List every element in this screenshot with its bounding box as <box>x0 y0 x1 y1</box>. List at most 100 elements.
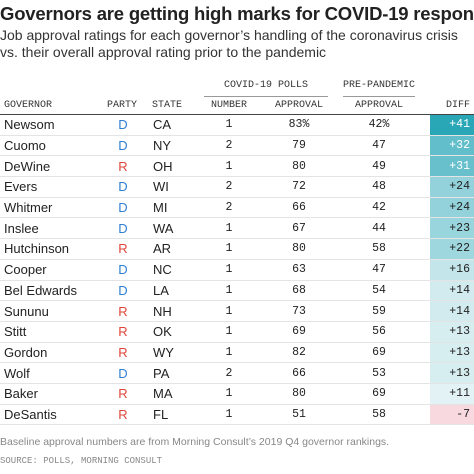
table-body: Newsom D CA 1 83% 42% +41 Cuomo D NY 2 7… <box>0 115 474 426</box>
state-code: PA <box>153 365 170 381</box>
governor-name: Bel Edwards <box>4 282 77 298</box>
poll-count: 1 <box>225 387 233 401</box>
party-label: D <box>118 262 128 278</box>
state-code: OH <box>153 158 173 174</box>
pre-pandemic-approval: 48 <box>372 180 386 194</box>
poll-count: 1 <box>225 263 233 277</box>
approval-diff: +32 <box>430 135 474 156</box>
pre-pandemic-group-header: PRE-PANDEMIC <box>343 80 416 91</box>
pre-pandemic-approval: 53 <box>372 366 386 380</box>
pre-pandemic-approval: 58 <box>372 242 386 256</box>
approval-diff: +13 <box>430 342 474 363</box>
governor-name: Whitmer <box>4 200 53 216</box>
pre-pandemic-approval: 49 <box>372 159 386 173</box>
covid-approval: 80 <box>292 242 306 256</box>
approval-diff: +22 <box>430 239 474 259</box>
state-code: CA <box>153 117 172 133</box>
table-row: Bel Edwards D LA 1 68 54 +14 <box>0 280 474 302</box>
party-label: R <box>118 303 128 319</box>
covid-approval: 80 <box>292 159 306 173</box>
table-row: Stitt R OK 1 69 56 +13 <box>0 321 474 343</box>
covid-approval: 67 <box>292 221 306 235</box>
column-header-number: NUMBER <box>210 100 247 111</box>
state-code: MI <box>153 200 168 216</box>
covid-approval: 66 <box>292 201 306 215</box>
state-code: OK <box>153 324 172 340</box>
table-row: Gordon R WY 1 82 69 +13 <box>0 342 474 364</box>
party-label: R <box>118 241 128 257</box>
state-code: MA <box>153 386 173 402</box>
table-row: Cuomo D NY 2 79 47 +32 <box>0 135 474 157</box>
state-code: FL <box>153 406 169 422</box>
approval-diff: +13 <box>430 321 474 342</box>
state-code: WI <box>153 179 169 195</box>
governor-name: Sununu <box>4 303 49 319</box>
covid-polls-group-header: COVID-19 POLLS <box>223 80 308 91</box>
poll-count: 1 <box>225 118 233 132</box>
covid-approval: 83% <box>288 118 310 132</box>
approval-diff: +13 <box>430 363 474 383</box>
table-row: Cooper D NC 1 63 47 +16 <box>0 259 474 281</box>
party-label: D <box>118 179 128 195</box>
party-label: D <box>118 117 128 133</box>
poll-count: 1 <box>225 325 233 339</box>
governor-name: DeWine <box>4 158 51 174</box>
pre-pandemic-approval: 42 <box>372 201 386 215</box>
poll-count: 1 <box>225 283 233 297</box>
party-label: D <box>118 282 128 298</box>
subtitle-continued: vs. their overall approval rating prior … <box>0 44 327 60</box>
governor-name: Inslee <box>4 220 39 236</box>
column-header-pre-approval: APPROVAL <box>354 100 403 111</box>
covid-approval: 69 <box>292 325 306 339</box>
governor-name: Evers <box>4 179 38 195</box>
covid-approval: 82 <box>292 345 306 359</box>
table-row: Hutchinson R AR 1 80 58 +22 <box>0 239 474 260</box>
party-label: D <box>118 138 128 154</box>
state-code: LA <box>153 282 169 298</box>
state-code: WY <box>153 344 174 360</box>
covid-polls-group-rule <box>204 96 328 97</box>
governor-name: Wolf <box>4 365 30 381</box>
table-title: Governors are getting high marks for COV… <box>0 3 474 24</box>
subtitle: Job approval ratings for each governor’s… <box>0 27 458 43</box>
governor-name: Hutchinson <box>4 241 70 257</box>
governor-name: Cuomo <box>4 138 46 154</box>
party-label: D <box>118 200 128 216</box>
covid-approval: 73 <box>292 304 306 318</box>
poll-count: 1 <box>225 304 233 318</box>
column-header-approval: APPROVAL <box>274 100 323 111</box>
poll-count: 1 <box>225 345 233 359</box>
column-header-state: STATE <box>152 100 183 111</box>
table-row: DeSantis R FL 1 51 58 -7 <box>0 404 474 426</box>
column-header-party: PARTY <box>107 100 138 111</box>
covid-approval: 72 <box>292 180 306 194</box>
party-label: R <box>118 344 128 360</box>
covid-approval: 51 <box>292 407 306 421</box>
pre-pandemic-approval: 44 <box>372 221 386 235</box>
source-note: SOURCE: POLLS, MORNING CONSULT <box>0 456 163 466</box>
approval-diff: +16 <box>430 259 474 280</box>
pre-pandemic-approval: 54 <box>372 283 386 297</box>
covid-approval: 63 <box>292 263 306 277</box>
poll-count: 2 <box>225 366 233 380</box>
approval-diff: +14 <box>430 280 474 301</box>
column-header-diff: DIFF <box>445 100 470 111</box>
party-label: R <box>118 386 128 402</box>
pre-pandemic-approval: 69 <box>372 345 386 359</box>
table-row: Newsom D CA 1 83% 42% +41 <box>0 115 474 136</box>
pre-pandemic-approval: 47 <box>372 263 386 277</box>
approval-diff: +23 <box>430 218 474 239</box>
poll-count: 1 <box>225 221 233 235</box>
poll-count: 1 <box>225 159 233 173</box>
approval-diff: +31 <box>430 156 474 177</box>
approval-diff: +11 <box>430 383 474 404</box>
governor-name: Newsom <box>4 117 55 133</box>
table-row: Sununu R NH 1 73 59 +14 <box>0 301 474 322</box>
party-label: R <box>118 158 128 174</box>
table-row: Inslee D WA 1 67 44 +23 <box>0 218 474 240</box>
party-label: R <box>118 406 128 422</box>
table-row: Whitmer D MI 2 66 42 +24 <box>0 197 474 219</box>
table-row: Baker R MA 1 80 69 +11 <box>0 383 474 405</box>
approval-diff: -7 <box>430 404 474 425</box>
pre-pandemic-approval: 69 <box>372 387 386 401</box>
